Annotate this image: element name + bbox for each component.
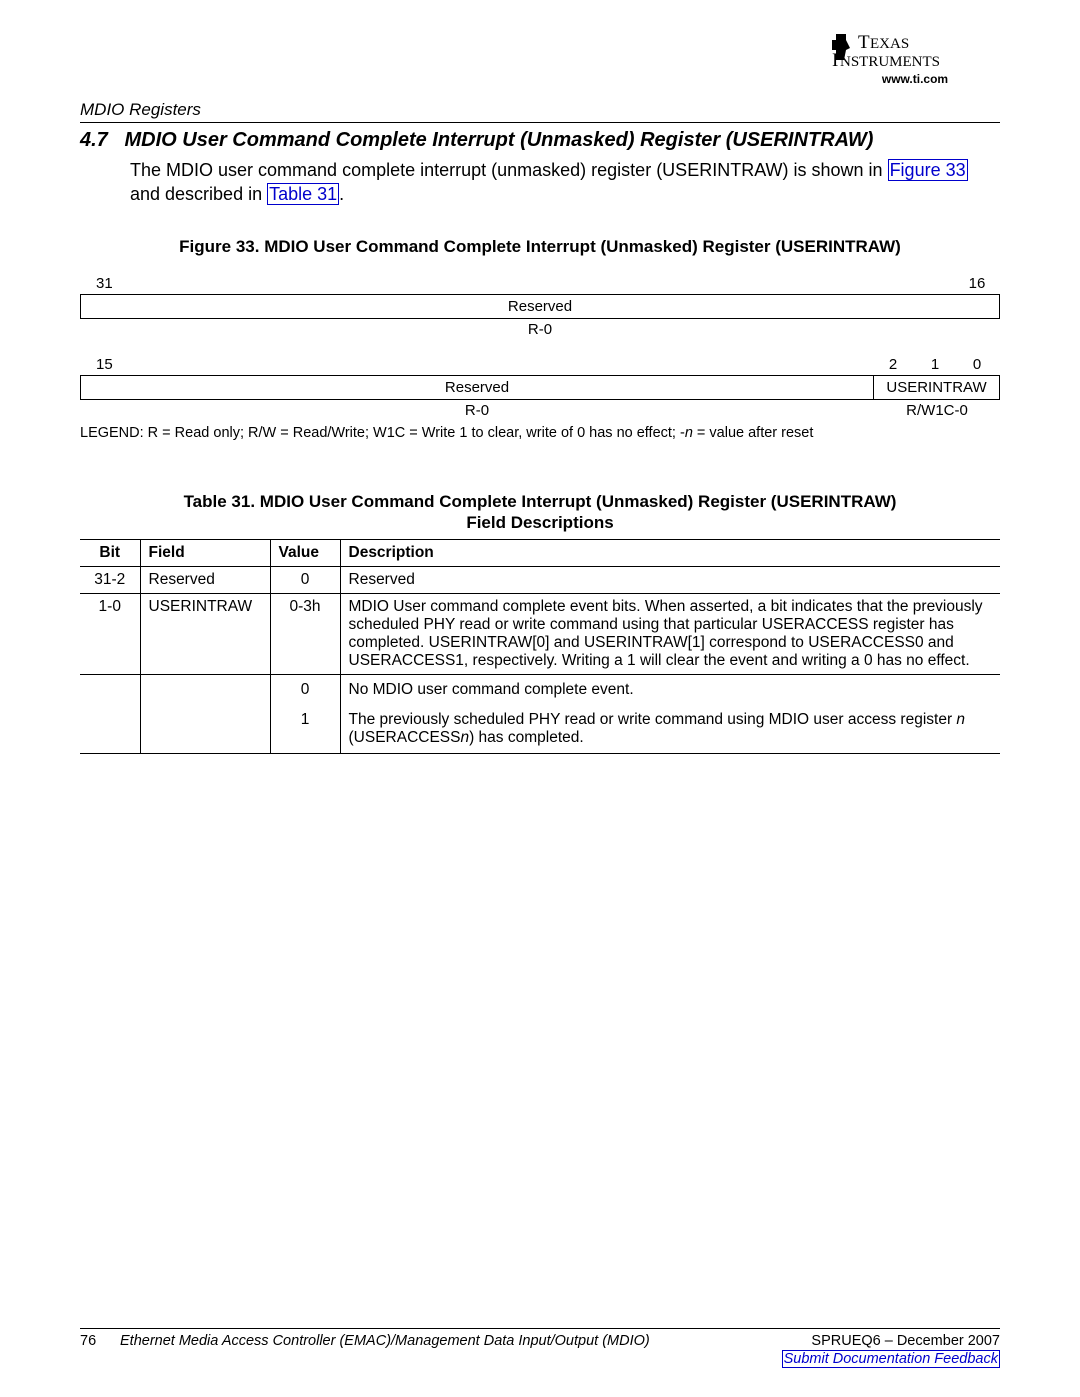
intro-text-1: The MDIO user command complete interrupt… [130,160,888,180]
bit-label-16: 16 [956,275,998,292]
logo-url: www.ti.com [830,72,1000,86]
intro-text-3: . [339,184,344,204]
cell-bit: 31-2 [80,567,140,594]
cell-bit: 1-0 [80,594,140,675]
bit-label-15: 15 [82,356,872,373]
cell-field: USERINTRAW [140,594,270,675]
section-number: 4.7 [80,129,108,151]
cell-desc: The previously scheduled PHY read or wri… [340,705,1000,754]
table-row: 1-0 USERINTRAW 0-3h MDIO User command co… [80,594,1000,675]
table-row: 1 The previously scheduled PHY read or w… [80,705,1000,754]
desc-ital-n1: n [956,711,965,728]
svg-text:I: I [832,50,838,70]
page-footer: 76 Ethernet Media Access Controller (EMA… [80,1328,1000,1367]
reg-access-r0-hi: R-0 [80,321,1000,338]
desc-post: ) has completed. [469,729,584,746]
bit-label-0: 0 [956,356,998,373]
cell-value: 0 [270,567,340,594]
footer-doc-title: Ethernet Media Access Controller (EMAC)/… [120,1333,811,1349]
cell-desc: MDIO User command complete event bits. W… [340,594,1000,675]
breadcrumb: MDIO Registers [80,100,1000,123]
section-title-text: MDIO User Command Complete Interrupt (Un… [124,129,873,151]
table-row: 31-2 Reserved 0 Reserved [80,567,1000,594]
svg-text:NSTRUMENTS: NSTRUMENTS [840,54,940,70]
table-caption-l1: Table 31. MDIO User Command Complete Int… [184,492,897,511]
table-caption: Table 31. MDIO User Command Complete Int… [80,491,1000,534]
legend-text-pre: LEGEND: R = Read only; R/W = Read/Write;… [80,425,685,441]
figure-caption: Figure 33. MDIO User Command Complete In… [80,237,1000,257]
figure-legend: LEGEND: R = Read only; R/W = Read/Write;… [80,425,1000,441]
reg-field-reserved-lo: Reserved [81,376,873,399]
cell-desc: No MDIO user command complete event. [340,675,1000,706]
legend-n: n [685,425,693,441]
cell-field: Reserved [140,567,270,594]
feedback-link[interactable]: Submit Documentation Feedback [782,1350,1000,1368]
register-diagram: 31 16 Reserved R-0 15 2 1 0 Reserved USE… [80,275,1000,419]
ti-logo: T EXAS I NSTRUMENTS www.ti.com [830,30,1000,86]
cell-value: 0 [270,675,340,706]
table-header-row: Bit Field Value Description [80,540,1000,567]
col-header-field: Field [140,540,270,567]
desc-ital-n2: n [460,729,469,746]
bit-label-1: 1 [914,356,956,373]
legend-text-post: = value after reset [693,425,814,441]
field-description-table: Bit Field Value Description 31-2 Reserve… [80,539,1000,754]
desc-pre: The previously scheduled PHY read or wri… [349,711,957,728]
col-header-bit: Bit [80,540,140,567]
table-row: 0 No MDIO user command complete event. [80,675,1000,706]
table-link[interactable]: Table 31 [267,183,339,205]
bit-label-2: 2 [872,356,914,373]
svg-text:EXAS: EXAS [870,36,909,52]
col-header-desc: Description [340,540,1000,567]
intro-paragraph: The MDIO user command complete interrupt… [130,158,1000,207]
intro-text-2: and described in [130,184,267,204]
reg-access-r0-lo: R-0 [80,402,874,419]
cell-value: 0-3h [270,594,340,675]
cell-value: 1 [270,705,340,754]
page-number: 76 [80,1333,120,1349]
cell-desc: Reserved [340,567,1000,594]
figure-link[interactable]: Figure 33 [888,159,968,181]
desc-mid: (USERACCESS [349,729,461,746]
svg-text:T: T [858,32,870,53]
col-header-value: Value [270,540,340,567]
bit-label-31: 31 [82,275,956,292]
reg-field-reserved-hi: Reserved [81,295,999,318]
section-heading: 4.7 MDIO User Command Complete Interrupt… [80,129,1000,152]
reg-access-rw1c: R/W1C-0 [874,402,1000,419]
reg-field-userintraw: USERINTRAW [873,376,999,399]
footer-doc-id: SPRUEQ6 – December 2007 [811,1333,1000,1349]
table-caption-l2: Field Descriptions [466,513,613,532]
